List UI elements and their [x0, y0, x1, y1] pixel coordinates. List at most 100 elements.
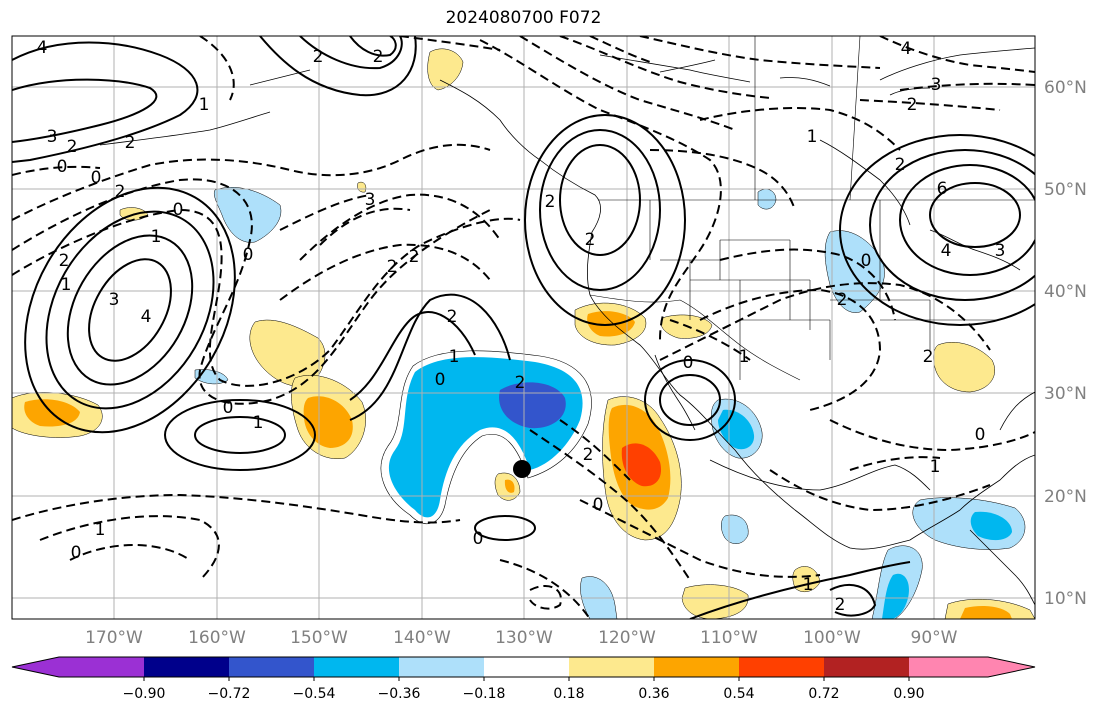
lon-label: 140°W — [393, 628, 451, 648]
colorbar-tick-label: 0.36 — [638, 686, 669, 702]
negative-anomaly-region — [721, 514, 749, 544]
storm-position-marker — [513, 460, 531, 478]
contour-label: 4 — [37, 38, 48, 58]
contour-label: 2 — [923, 347, 934, 367]
lon-label: 170°W — [85, 628, 143, 648]
colorbar-tick-label: 0.72 — [808, 686, 839, 702]
colorbar: −0.90 −0.72 −0.54 −0.36 −0.18 0.18 0.36 … — [11, 656, 1036, 702]
contour-label: 0 — [173, 200, 184, 220]
colorbar-segment — [144, 657, 230, 677]
contour-label: 1 — [930, 457, 941, 477]
map-frame — [11, 35, 1036, 620]
contour-label: 4 — [901, 39, 912, 59]
contour-labels: 4 2 2 3 2 2 0 2 3 2 2 1 3 4 0 1 0 2 2 2 … — [37, 38, 1006, 615]
positive-anomaly-region — [357, 181, 367, 193]
contour-label: 1 — [151, 227, 162, 247]
contour-label: 1 — [95, 520, 106, 540]
colorbar-segment — [484, 657, 570, 677]
lon-label: 100°W — [803, 628, 861, 648]
contour-label: 2 — [373, 47, 384, 67]
contour-label: 0 — [975, 425, 986, 445]
negative-anomaly-region — [214, 187, 282, 243]
contour-label: 3 — [109, 290, 120, 310]
colorbar-tick-label: 0.54 — [723, 686, 754, 702]
contour-label: 1 — [199, 95, 210, 115]
latitude-labels: 60°N 50°N 40°N 30°N 20°N 10°N — [1044, 78, 1087, 609]
colorbar-segment — [59, 657, 145, 677]
colorbar-segment — [569, 657, 655, 677]
colorbar-tick-label: 0.90 — [893, 686, 924, 702]
contour-label: 2 — [837, 290, 848, 310]
contour-label: 0 — [435, 370, 446, 390]
negative-anomaly-region — [718, 409, 755, 450]
contour-label: 1 — [253, 413, 264, 433]
contour-label: 2 — [447, 307, 458, 327]
positive-anomaly-region — [621, 443, 662, 487]
contour-label: 1 — [61, 275, 72, 295]
contour-label: 2 — [515, 373, 526, 393]
contour-label: 2 — [545, 192, 556, 212]
contour-label: 1 — [807, 127, 818, 147]
colorbar-segment — [229, 657, 315, 677]
contour-label: 0 — [593, 495, 604, 515]
positive-anomaly-region — [504, 479, 515, 493]
contour-label: 0 — [473, 529, 484, 549]
contour-label: 2 — [313, 47, 324, 67]
dashed-contours — [12, 36, 1035, 619]
contour-label: 4 — [941, 241, 952, 261]
contour-label: 2 — [67, 137, 78, 157]
negative-anomaly-region — [380, 350, 592, 524]
lon-label: 130°W — [495, 628, 553, 648]
contour-label: 2 — [59, 251, 70, 271]
contour-label: 2 — [387, 257, 398, 277]
map-title: 2024080700 F072 — [445, 8, 602, 28]
lat-label: 40°N — [1044, 282, 1087, 302]
contour-label: 2 — [583, 445, 594, 465]
contour-label: 2 — [585, 230, 596, 250]
lon-label: 120°W — [598, 628, 656, 648]
lat-label: 30°N — [1044, 384, 1087, 404]
negative-anomaly-region — [757, 189, 777, 210]
contour-label: 0 — [57, 157, 68, 177]
contour-label: 3 — [365, 190, 376, 210]
contour-label: 0 — [243, 245, 254, 265]
colorbar-tick-label: −0.36 — [378, 686, 421, 702]
colorbar-segment — [824, 657, 910, 677]
longitude-labels: 170°W 160°W 150°W 140°W 130°W 120°W 110°… — [85, 628, 958, 648]
colorbar-tick-label: 0.18 — [553, 686, 584, 702]
negative-anomaly-region — [882, 573, 909, 619]
colorbar-max-extension — [988, 657, 1035, 677]
negative-anomaly-region — [970, 511, 1012, 541]
positive-anomaly-region — [681, 584, 749, 619]
contour-label: 3 — [995, 241, 1006, 261]
lon-label: 160°W — [188, 628, 246, 648]
colorbar-segment — [314, 657, 400, 677]
colorbar-outline — [11, 656, 1036, 678]
map-panel: 4 2 2 3 2 2 0 2 3 2 2 1 3 4 0 1 0 2 2 2 … — [12, 36, 1035, 619]
colorbar-min-extension — [12, 657, 59, 677]
solid-contours — [12, 36, 1035, 619]
contour-label: 2 — [115, 182, 126, 202]
coastlines — [99, 47, 1035, 606]
colorbar-segment — [909, 657, 989, 677]
colorbar-tick-label: −0.18 — [463, 686, 506, 702]
colorbar-tick-label: −0.72 — [208, 686, 251, 702]
contour-label: 2 — [895, 155, 906, 175]
contour-label: 1 — [449, 347, 460, 367]
colorbar-segment — [654, 657, 740, 677]
negative-anomaly-region — [499, 382, 566, 429]
colorbar-tick-label: −0.54 — [293, 686, 336, 702]
contour-label: 0 — [91, 168, 102, 188]
colorbar-segment — [399, 657, 485, 677]
lon-label: 90°W — [911, 628, 958, 648]
contour-label: 4 — [141, 307, 152, 327]
contour-label: 2 — [907, 95, 918, 115]
contour-label: 2 — [409, 247, 420, 267]
lon-label: 150°W — [290, 628, 348, 648]
contour-label: 1 — [739, 347, 750, 367]
contour-label: 0 — [861, 251, 872, 271]
contour-label: 3 — [931, 75, 942, 95]
contour-label: 0 — [223, 398, 234, 418]
contour-label: 6 — [937, 179, 948, 199]
positive-anomaly-region — [960, 606, 1012, 619]
